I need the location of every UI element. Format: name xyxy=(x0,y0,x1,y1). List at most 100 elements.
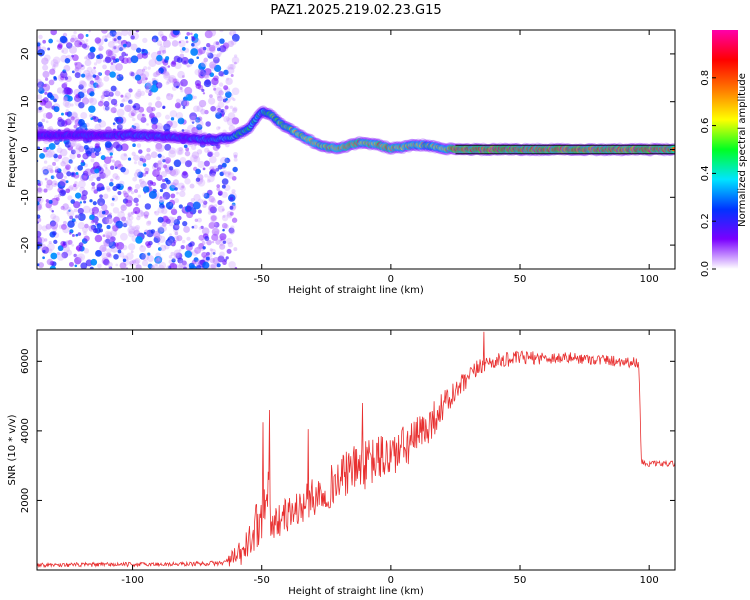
noise-speckle xyxy=(174,102,181,109)
noise-speckle xyxy=(171,85,177,91)
noise-speckle xyxy=(45,183,51,189)
noise-speckle xyxy=(91,68,97,75)
noise-speckle xyxy=(136,143,142,148)
noise-speckle xyxy=(89,80,95,85)
noise-speckle xyxy=(114,160,122,168)
noise-speckle xyxy=(61,49,65,53)
noise-speckle xyxy=(200,61,207,68)
noise-speckle xyxy=(220,109,225,113)
noise-speckle xyxy=(195,177,201,182)
noise-speckle xyxy=(70,149,76,155)
noise-speckle xyxy=(169,169,177,177)
noise-speckle xyxy=(155,262,159,266)
noise-speckle xyxy=(74,62,78,66)
noise-speckle xyxy=(210,222,215,227)
noise-speckle xyxy=(157,160,162,165)
noise-speckle xyxy=(139,180,148,189)
noise-speckle xyxy=(120,204,127,211)
noise-speckle xyxy=(182,220,188,227)
spectrogram-xtick-label: 0 xyxy=(388,274,394,285)
noise-speckle xyxy=(86,66,93,73)
noise-speckle xyxy=(115,63,123,71)
noise-speckle xyxy=(38,262,45,269)
noise-speckle xyxy=(107,253,113,258)
noise-speckle xyxy=(49,265,57,269)
noise-speckle xyxy=(157,162,164,169)
noise-speckle xyxy=(131,259,136,264)
noise-speckle xyxy=(79,201,83,204)
noise-speckle xyxy=(80,161,86,167)
noise-speckle xyxy=(48,142,56,150)
noise-speckle xyxy=(217,101,225,108)
noise-speckle xyxy=(169,110,178,118)
noise-speckle xyxy=(202,92,206,95)
noise-speckle xyxy=(217,190,223,196)
noise-speckle xyxy=(100,94,105,100)
noise-speckle xyxy=(37,42,41,47)
noise-speckle xyxy=(50,30,57,36)
noise-speckle xyxy=(91,212,95,215)
noise-speckle xyxy=(185,40,189,44)
noise-speckle xyxy=(178,204,183,209)
noise-speckle xyxy=(168,259,173,264)
noise-speckle xyxy=(73,183,77,188)
noise-speckle xyxy=(134,74,142,81)
noise-speckle xyxy=(83,200,87,204)
noise-speckle xyxy=(180,89,184,93)
noise-speckle xyxy=(229,63,236,70)
noise-speckle xyxy=(209,94,213,98)
noise-speckle xyxy=(78,242,84,247)
noise-speckle xyxy=(99,244,107,253)
noise-speckle xyxy=(158,196,166,203)
noise-speckle xyxy=(105,166,108,170)
noise-speckle xyxy=(59,178,67,186)
noise-speckle xyxy=(159,43,163,47)
noise-speckle xyxy=(43,238,48,242)
noise-speckle xyxy=(204,109,209,115)
noise-speckle xyxy=(216,126,221,131)
noise-speckle xyxy=(117,35,122,41)
noise-speckle xyxy=(158,49,165,56)
noise-speckle xyxy=(221,222,228,229)
colorbar-tick-label: 0.6 xyxy=(700,118,711,134)
noise-speckle xyxy=(118,47,124,52)
noise-speckle xyxy=(101,203,108,211)
noise-speckle xyxy=(85,38,89,42)
noise-speckle xyxy=(222,215,226,218)
noise-speckle xyxy=(39,153,45,159)
noise-speckle xyxy=(122,190,127,195)
noise-speckle xyxy=(106,252,112,258)
noise-speckle xyxy=(110,98,118,106)
noise-speckle xyxy=(44,177,48,181)
noise-speckle xyxy=(140,245,144,248)
noise-speckle xyxy=(85,34,89,37)
noise-speckle xyxy=(43,188,48,193)
noise-speckle xyxy=(74,220,77,224)
noise-speckle xyxy=(123,192,129,198)
noise-speckle xyxy=(209,46,216,54)
noise-speckle xyxy=(209,214,218,222)
noise-speckle xyxy=(222,129,227,134)
noise-speckle xyxy=(227,172,235,179)
noise-speckle xyxy=(52,162,56,166)
noise-speckle xyxy=(218,190,223,195)
noise-speckle xyxy=(142,37,148,44)
snr-xtick-label: -100 xyxy=(121,575,144,586)
noise-speckle xyxy=(105,238,111,244)
noise-speckle xyxy=(46,179,53,186)
noise-speckle xyxy=(198,129,203,134)
noise-speckle xyxy=(135,168,142,175)
noise-speckle xyxy=(109,181,114,187)
noise-speckle xyxy=(106,248,112,254)
noise-speckle xyxy=(123,153,127,157)
noise-speckle xyxy=(144,214,149,219)
noise-speckle xyxy=(214,108,221,115)
noise-speckle xyxy=(177,149,183,155)
noise-speckle xyxy=(37,94,43,100)
noise-speckle xyxy=(181,239,186,244)
noise-speckle xyxy=(79,42,83,46)
noise-speckle xyxy=(201,88,205,92)
noise-speckle xyxy=(81,97,90,105)
noise-speckle xyxy=(155,257,160,263)
noise-speckle xyxy=(109,64,118,72)
